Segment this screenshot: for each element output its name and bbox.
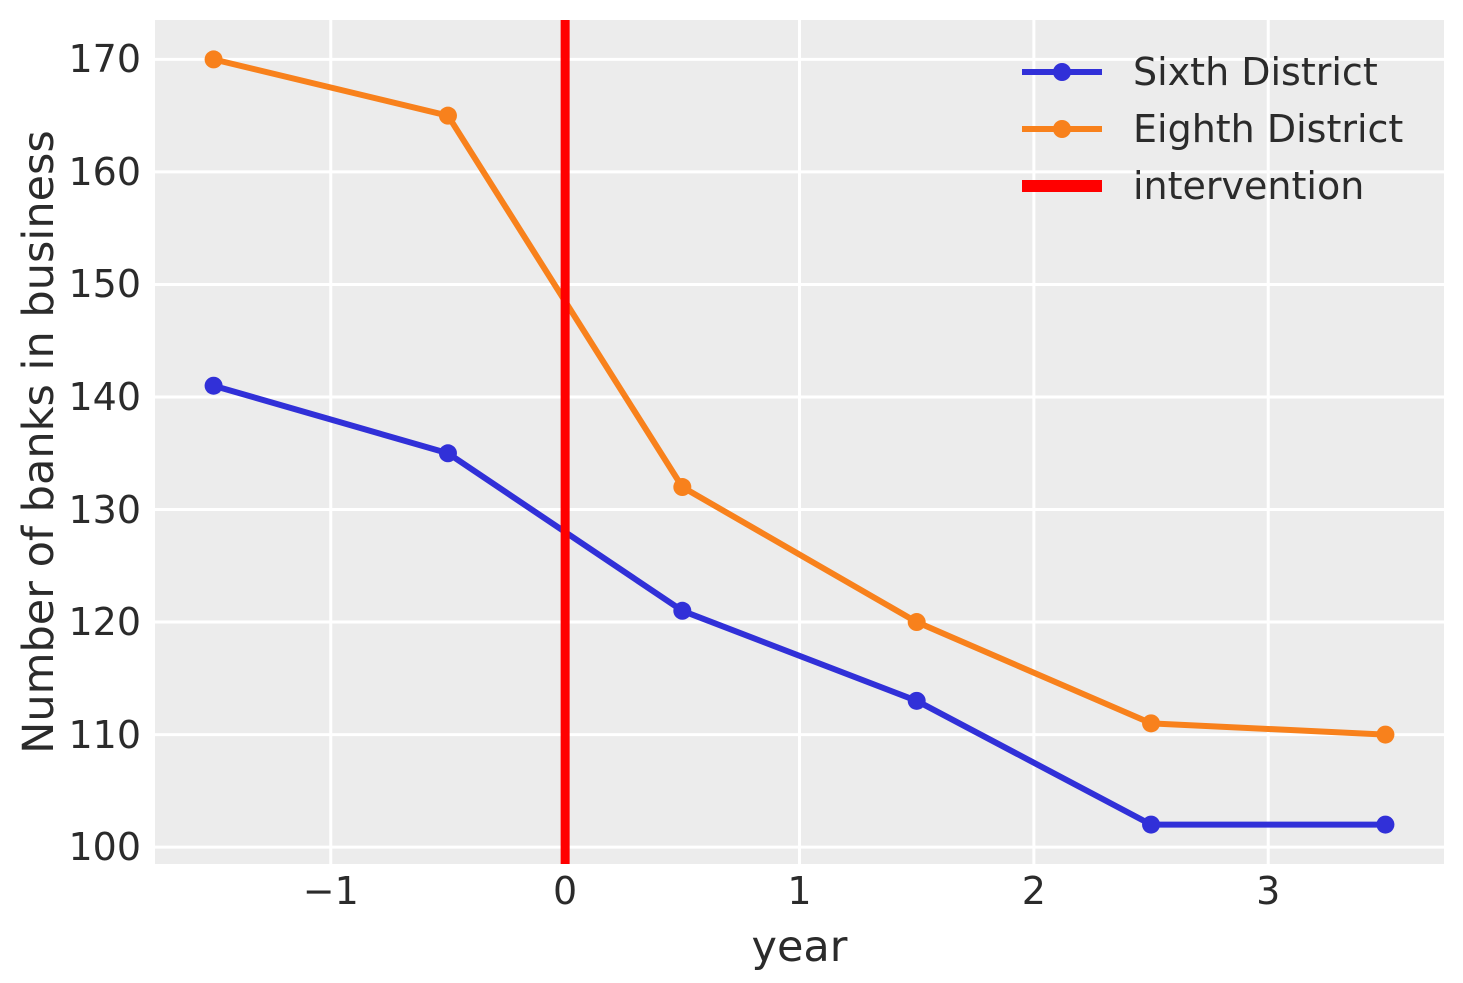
series-1-marker bbox=[1142, 714, 1161, 733]
series-line-0 bbox=[212, 382, 1386, 828]
thick-line-sample-icon bbox=[1022, 179, 1102, 192]
y-tick-label: 100 bbox=[68, 825, 141, 870]
series-0-marker bbox=[1376, 815, 1395, 834]
series-line-1 bbox=[212, 56, 1386, 738]
legend-label: Eighth District bbox=[1133, 106, 1404, 151]
line-marker-sample-icon bbox=[1022, 119, 1102, 138]
legend: Sixth District Eighth District intervent… bbox=[1020, 43, 1403, 214]
y-tick-label: 160 bbox=[68, 149, 141, 194]
series-1-marker bbox=[907, 613, 926, 632]
legend-entry-intervention: intervention bbox=[1020, 157, 1403, 214]
series-0-marker bbox=[907, 691, 926, 710]
y-tick-label: 130 bbox=[68, 487, 141, 532]
line-marker-sample-icon bbox=[1022, 62, 1102, 81]
x-tick-label: 0 bbox=[553, 869, 578, 913]
series-1-marker bbox=[438, 106, 457, 125]
series-0-marker bbox=[204, 376, 223, 395]
series-1-marker bbox=[1376, 725, 1395, 744]
y-tick-label: 110 bbox=[68, 712, 141, 757]
series-0-marker bbox=[673, 601, 692, 620]
y-tick-label: 140 bbox=[68, 374, 141, 419]
x-tick-label: 3 bbox=[1256, 869, 1281, 913]
series-0-marker bbox=[438, 444, 457, 463]
legend-entry-sixth-district: Sixth District bbox=[1020, 43, 1403, 100]
legend-label: Sixth District bbox=[1133, 49, 1378, 94]
legend-entry-eighth-district: Eighth District bbox=[1020, 100, 1403, 157]
y-tick-label: 120 bbox=[68, 600, 141, 645]
x-tick-label: 1 bbox=[787, 869, 812, 913]
y-tick-label: 150 bbox=[68, 262, 141, 307]
y-tick-label: 170 bbox=[68, 37, 141, 82]
x-axis-label: year bbox=[751, 922, 848, 972]
x-tick-label: −1 bbox=[302, 869, 359, 913]
series-1-marker bbox=[673, 478, 692, 497]
legend-label: intervention bbox=[1133, 163, 1365, 208]
series-1-marker bbox=[204, 50, 223, 69]
y-axis-label: Number of banks in business bbox=[14, 130, 64, 754]
x-tick-label: 2 bbox=[1021, 869, 1046, 913]
y-tick-labels: 100 110 120 130 140 150 160 170 bbox=[0, 0, 141, 983]
series-0-marker bbox=[1142, 815, 1161, 834]
